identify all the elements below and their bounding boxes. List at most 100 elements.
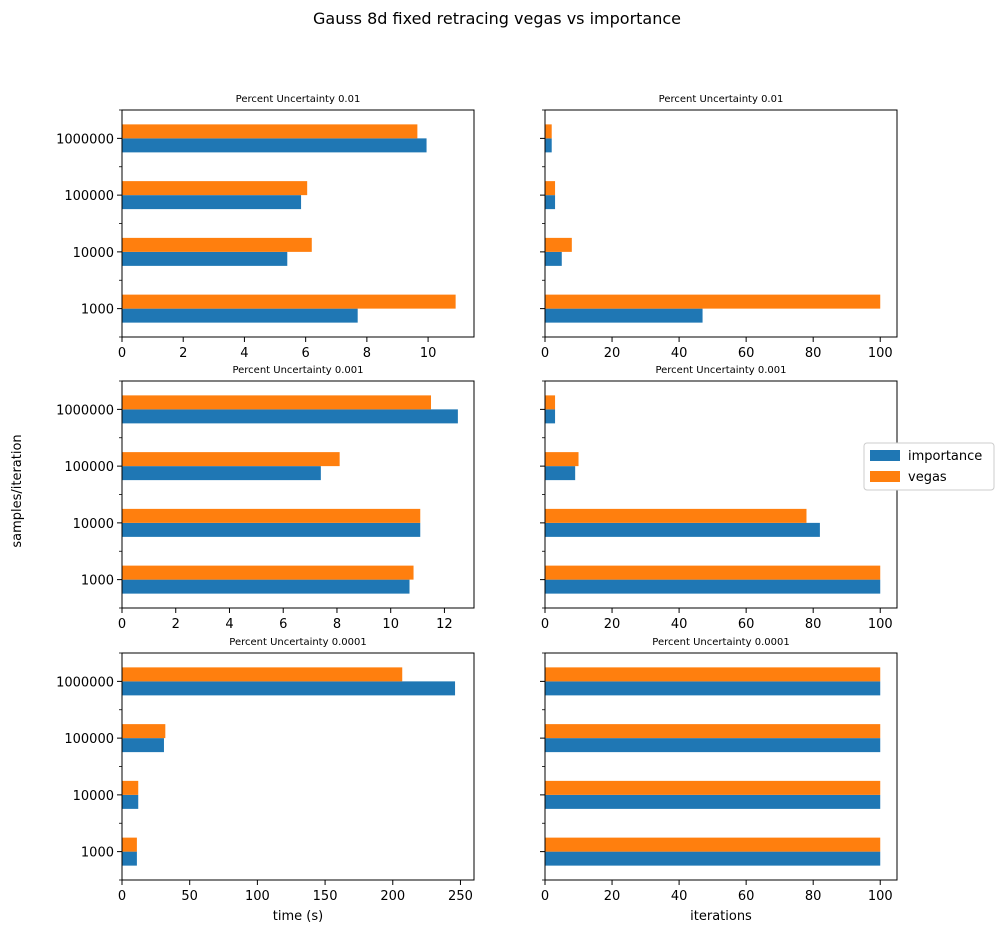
bar-importance-100000	[122, 738, 164, 753]
plot-frame	[121, 380, 475, 609]
y-tick-label: 100000	[64, 189, 114, 204]
plot-frame	[544, 380, 898, 609]
y-tick-label: 10000	[73, 517, 114, 532]
bar-importance-10000	[122, 522, 421, 537]
subplot-1: Percent Uncertainty 0.01 1000 10000 100000 1…	[56, 94, 475, 361]
bar-importance-1000000	[545, 138, 552, 153]
bar-vegas-10000	[545, 508, 807, 523]
x-tick-label: 6	[302, 346, 310, 361]
bar-vegas-100000	[122, 724, 166, 739]
bar-vegas-10000	[122, 237, 312, 252]
x-tick-label: 80	[805, 346, 822, 361]
subplot-title: Percent Uncertainty 0.01	[659, 94, 784, 105]
x-tick-label: 40	[671, 346, 688, 361]
bar-importance-1000000	[545, 681, 881, 696]
x-tick-label: 6	[279, 617, 287, 632]
bar-vegas-1000000	[122, 395, 432, 410]
x-tick-label: 100	[868, 889, 893, 904]
y-tick-label: 1000	[81, 846, 114, 861]
x-tick-label: 80	[805, 617, 822, 632]
bar-vegas-100000	[122, 452, 340, 467]
x-tick-label: 4	[240, 346, 248, 361]
x-tick-label: 0	[541, 889, 549, 904]
bar-vegas-1000	[545, 837, 881, 852]
bar-vegas-1000	[545, 294, 881, 309]
y-tick-label: 10000	[73, 246, 114, 261]
y-tick-label: 1000000	[56, 403, 114, 418]
bar-vegas-1000	[122, 294, 456, 309]
legend-label-vegas: vegas	[908, 470, 947, 485]
x-tick-label: 100	[868, 346, 893, 361]
x-tick-label: 50	[181, 889, 198, 904]
legend-label-importance: importance	[908, 449, 982, 464]
x-tick-label: 20	[604, 617, 621, 632]
bar-importance-1000000	[122, 138, 427, 153]
y-tick-label: 10000	[73, 789, 114, 804]
y-tick-label: 1000	[81, 303, 114, 318]
subplot-title: Percent Uncertainty 0.01	[236, 94, 361, 105]
y-tick-label: 1000000	[56, 675, 114, 690]
x-tick-label: 100	[245, 889, 270, 904]
bar-importance-1000	[122, 851, 137, 866]
x-tick-label: 40	[671, 889, 688, 904]
bar-importance-1000	[545, 579, 881, 594]
x-tick-label: 12	[436, 617, 453, 632]
x-tick-label: 20	[604, 346, 621, 361]
x-tick-label: 0	[541, 617, 549, 632]
subplot-4: Percent Uncertainty 0.001 0 20 40 60 80 100	[540, 365, 898, 632]
x-tick-label: 60	[738, 889, 755, 904]
bar-vegas-10000	[545, 780, 881, 795]
bar-importance-1000	[545, 851, 881, 866]
bar-vegas-1000	[545, 565, 881, 580]
bar-importance-1000000	[122, 681, 456, 696]
x-tick-label: 100	[868, 617, 893, 632]
bar-importance-100000	[545, 738, 881, 753]
bar-importance-100000	[545, 195, 556, 210]
y-tick-label: 1000000	[56, 132, 114, 147]
bar-importance-100000	[122, 195, 302, 210]
bar-vegas-1000000	[122, 667, 403, 682]
bar-importance-1000	[122, 579, 410, 594]
subplot-5: Percent Uncertainty 0.000110001000010000…	[56, 637, 475, 924]
bar-vegas-10000	[122, 780, 139, 795]
bar-vegas-1000000	[545, 124, 552, 139]
x-tick-label: 8	[333, 617, 341, 632]
plot-frame	[121, 652, 475, 881]
legend-swatch-importance	[870, 450, 900, 461]
plot-frame	[544, 109, 898, 338]
x-axis-label: time (s)	[273, 909, 323, 924]
subplot-grid: Percent Uncertainty 0.011000100001000001…	[56, 94, 898, 924]
bar-importance-1000	[122, 308, 358, 323]
bar-vegas-1000	[122, 565, 414, 580]
subplot-2: Percent Uncertainty 0.01 0 20 40 60 80 100	[540, 94, 898, 361]
subplot-title: Percent Uncertainty 0.001	[232, 365, 363, 376]
x-tick-label: 0	[118, 617, 126, 632]
bar-vegas-1000	[122, 837, 137, 852]
x-axis-label: iterations	[690, 909, 752, 924]
bar-vegas-1000000	[122, 124, 418, 139]
x-tick-label: 60	[738, 346, 755, 361]
plot-frame	[121, 109, 475, 338]
bar-importance-100000	[122, 466, 321, 481]
x-tick-label: 60	[738, 617, 755, 632]
figure-title: Gauss 8d fixed retracing vegas vs import…	[313, 9, 681, 28]
x-tick-label: 250	[448, 889, 473, 904]
legend: importance vegas	[863, 442, 995, 491]
bar-importance-10000	[122, 251, 288, 266]
x-tick-label: 2	[179, 346, 187, 361]
y-tick-label: 100000	[64, 460, 114, 475]
bar-vegas-1000000	[545, 395, 556, 410]
bar-importance-1000000	[122, 409, 458, 424]
plot-frame	[544, 652, 898, 881]
bar-vegas-100000	[122, 181, 308, 196]
x-tick-label: 10	[420, 346, 437, 361]
bar-importance-10000	[545, 794, 881, 809]
subplot-3: Percent Uncertainty 0.001 1000 10000 100000…	[56, 365, 475, 632]
bar-vegas-1000000	[545, 667, 881, 682]
x-tick-label: 4	[225, 617, 233, 632]
subplot-title: Percent Uncertainty 0.001	[655, 365, 786, 376]
x-tick-label: 0	[118, 346, 126, 361]
bar-importance-10000	[122, 794, 139, 809]
bar-importance-1000	[545, 308, 703, 323]
